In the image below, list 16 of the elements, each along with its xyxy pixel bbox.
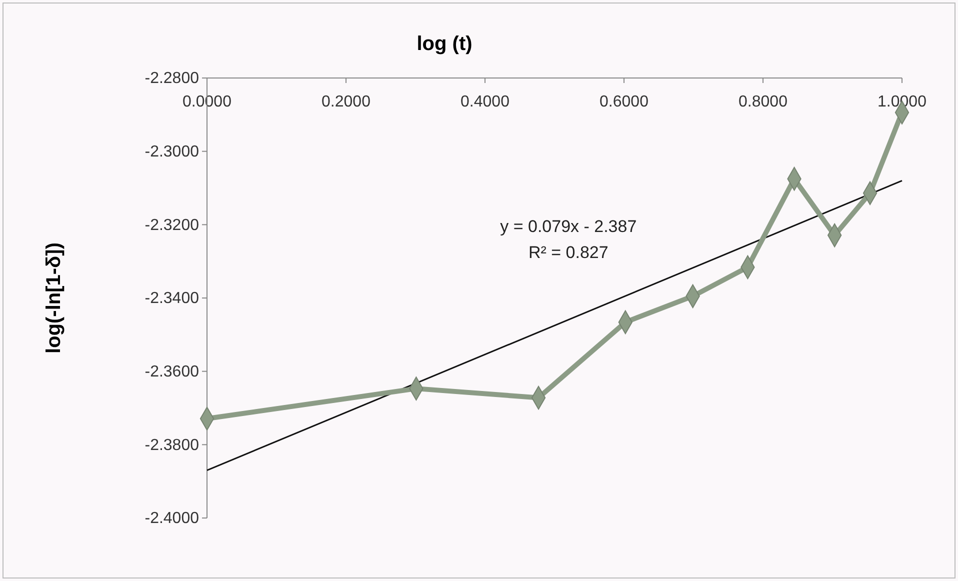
y-tick-label: -2.3200 <box>144 216 200 234</box>
y-tick-label: -2.3600 <box>144 363 200 380</box>
x-axis-title: log (t) <box>416 33 472 55</box>
y-tick-label: -2.3800 <box>144 436 200 454</box>
x-tick-label: 1.0000 <box>878 93 927 110</box>
annotation: R² = 0.827 <box>528 243 608 262</box>
y-tick-label: -2.3000 <box>144 143 200 160</box>
x-tick-label: 0.8000 <box>738 93 788 110</box>
x-tick-label: 0.2000 <box>322 93 371 110</box>
y-tick-label: -2.4000 <box>144 510 200 528</box>
x-tick-label: 0.6000 <box>600 93 649 110</box>
x-tick-label: 0.4000 <box>460 93 510 110</box>
annotation: y = 0.079x - 2.387 <box>500 217 637 236</box>
y-axis-title: log(-ln[1-δ]) <box>43 242 65 354</box>
y-tick-label: -2.3400 <box>144 290 200 308</box>
y-tick-label: -2.2800 <box>144 70 200 88</box>
